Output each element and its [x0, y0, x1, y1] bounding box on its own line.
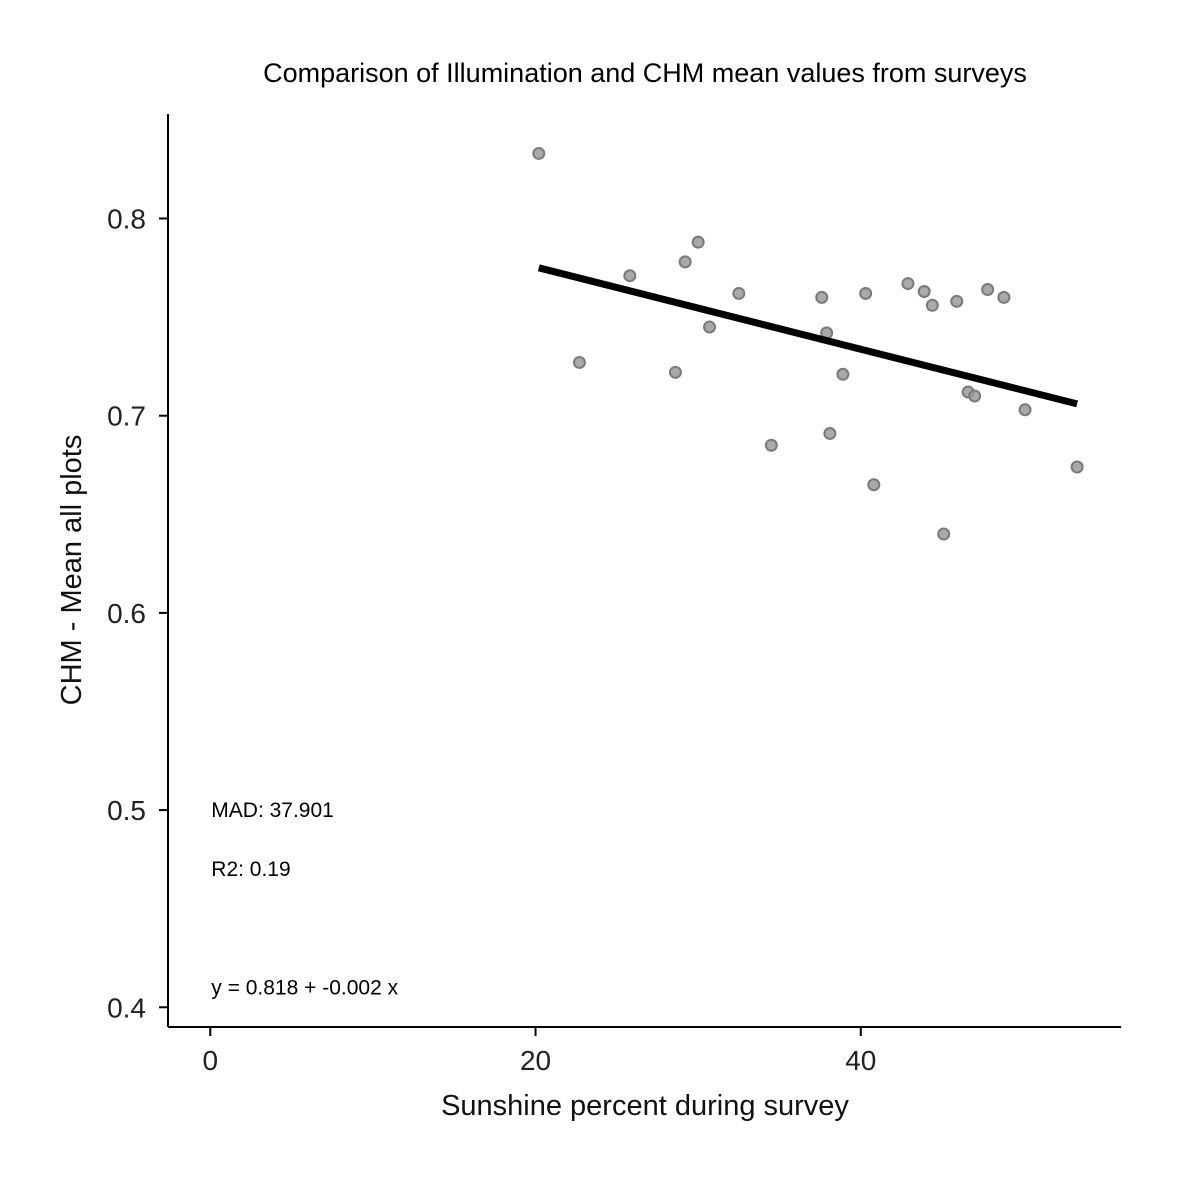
data-point — [572, 355, 586, 369]
data-point — [703, 320, 717, 334]
data-point — [867, 478, 881, 492]
data-point — [859, 286, 873, 300]
data-point — [937, 527, 951, 541]
data-point — [968, 389, 982, 403]
x-tick-label: 20 — [520, 1045, 551, 1076]
x-tick-label: 0 — [202, 1045, 218, 1076]
data-point — [532, 146, 546, 160]
data-point — [997, 290, 1011, 304]
x-tick-label: 40 — [845, 1045, 876, 1076]
annotation-mad: MAD: 37.901 — [211, 799, 334, 822]
y-tick-label: 0.7 — [107, 401, 146, 432]
data-point — [668, 365, 682, 379]
x-axis-label: Sunshine percent during survey — [441, 1090, 849, 1122]
y-tick-label: 0.4 — [107, 992, 146, 1023]
trend-line — [537, 264, 1078, 408]
data-point — [678, 255, 692, 269]
chart-title: Comparison of Illumination and CHM mean … — [263, 58, 1027, 88]
data-point — [764, 438, 778, 452]
data-point — [1070, 460, 1084, 474]
y-axis-label: CHM - Mean all plots — [56, 435, 88, 706]
annotation-equation: y = 0.818 + -0.002 x — [211, 977, 398, 1000]
data-point — [950, 294, 964, 308]
y-tick-label: 0.8 — [107, 204, 146, 235]
annotation-r2: R2: 0.19 — [211, 858, 290, 881]
data-point — [901, 277, 915, 291]
data-point — [623, 269, 637, 283]
data-point — [925, 298, 939, 312]
data-point — [836, 367, 850, 381]
data-point — [1018, 403, 1032, 417]
y-tick-label: 0.5 — [107, 795, 146, 826]
data-point — [815, 290, 829, 304]
data-point — [823, 426, 837, 440]
data-point — [691, 235, 705, 249]
data-point — [917, 284, 931, 298]
plot-area: 0.4 0.5 0.6 0.7 0.8 0 20 40 MAD: 37.901 R2: 0.19 y… — [107, 114, 1121, 1076]
data-point — [981, 283, 995, 297]
data-point — [732, 286, 746, 300]
y-tick-label: 0.6 — [107, 598, 146, 629]
